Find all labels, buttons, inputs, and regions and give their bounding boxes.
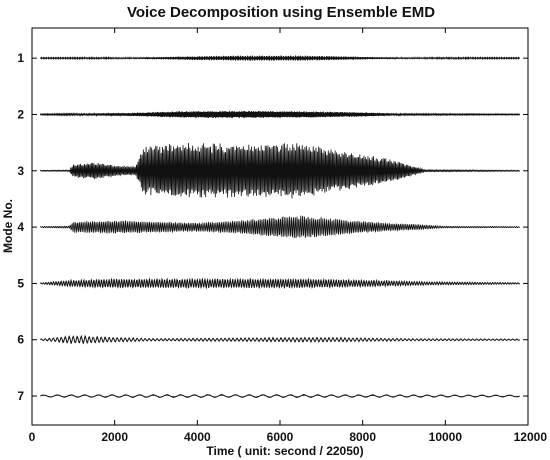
mode-4-trace	[39, 215, 521, 239]
y-tick-layer: 1 2 3 4 5 6 7	[17, 51, 528, 403]
x-tick-label: 8000	[349, 430, 376, 444]
y-tick-label: 7	[17, 389, 24, 403]
mode-1-trace	[40, 55, 520, 61]
mode-5-trace	[39, 277, 521, 290]
x-tick-label: 4000	[184, 430, 211, 444]
x-tick-layer: 0 2000 4000 6000 8000 10000 12000	[29, 28, 548, 444]
x-tick-label: 6000	[267, 430, 294, 444]
y-tick-label: 1	[17, 51, 24, 65]
mode-3-trace	[39, 143, 521, 199]
series-layer	[39, 55, 521, 399]
mode-7-trace	[40, 393, 520, 399]
x-tick-label: 2000	[101, 430, 128, 444]
mode-6-trace	[39, 334, 521, 345]
x-tick-label: 0	[29, 430, 36, 444]
y-tick-label: 6	[17, 333, 24, 347]
chart-title: Voice Decomposition using Ensemble EMD	[127, 4, 435, 21]
x-tick-label: 12000	[514, 430, 548, 444]
mode-2-trace	[39, 110, 521, 119]
x-tick-label: 10000	[429, 430, 463, 444]
y-tick-label: 2	[17, 107, 24, 121]
x-axis-label: Time ( unit: second / 22050)	[206, 444, 363, 458]
y-tick-label: 3	[17, 164, 24, 178]
y-axis-label: Mode No.	[1, 199, 15, 253]
y-tick-label: 4	[17, 220, 24, 234]
y-tick-label: 5	[17, 276, 24, 290]
